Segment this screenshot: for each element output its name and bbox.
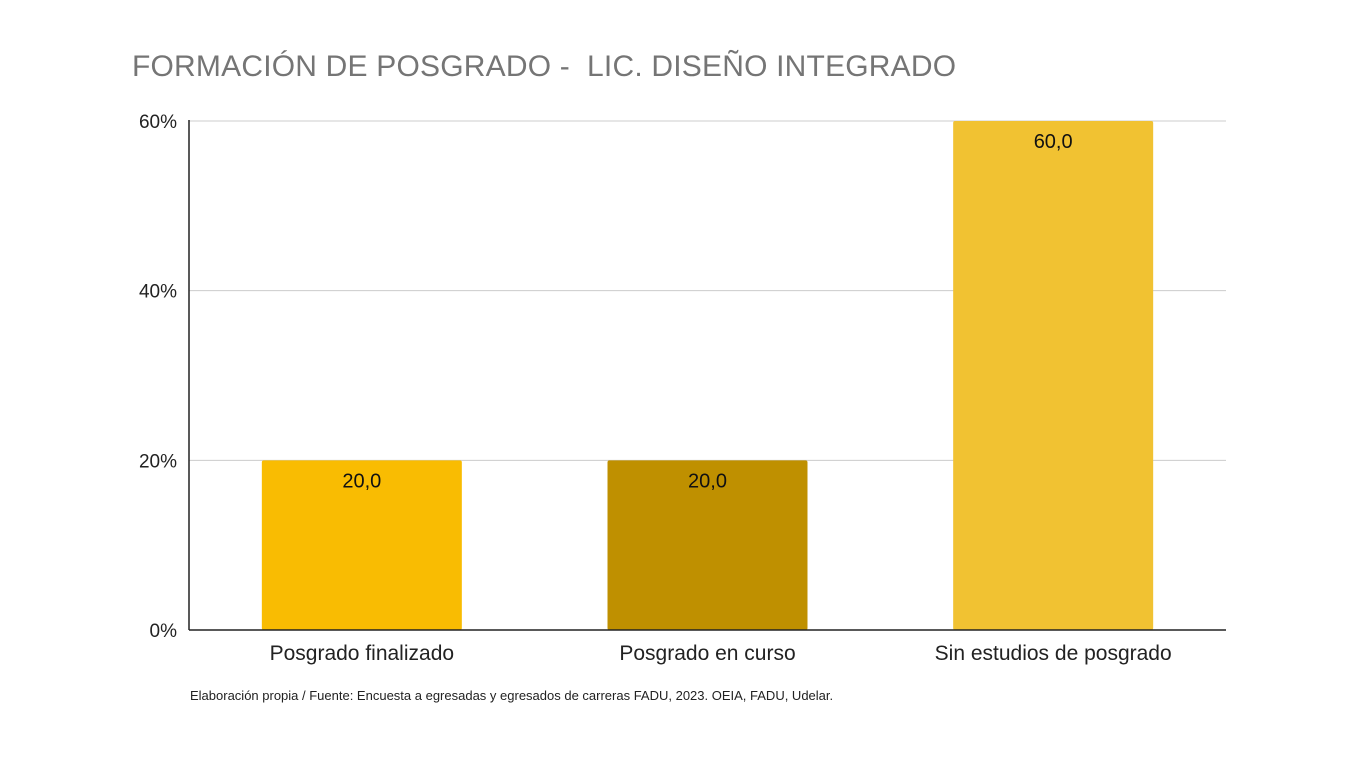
bars: [261, 121, 1154, 630]
labels: 0% 20% 40% 60% 20,0 Posgrado finalizado 20,0 Po…: [139, 112, 1172, 665]
x-tick-label: Sin estudios de posgrado: [935, 642, 1172, 665]
axes: [188, 120, 1226, 631]
x-tick-label: Posgrado finalizado: [270, 642, 454, 665]
y-tick-label: 60%: [139, 112, 177, 133]
x-tick-label: Posgrado en curso: [619, 642, 795, 665]
bar: [953, 121, 1154, 630]
chart-title: FORMACIÓN DE POSGRADO - LIC. DISEÑO INTE…: [132, 50, 957, 83]
y-tick-label: 40%: [139, 282, 177, 303]
bar: [261, 460, 462, 630]
bar: [607, 460, 808, 630]
y-tick-label: 0%: [150, 621, 178, 642]
source-note: Elaboración propia / Fuente: Encuesta a …: [190, 688, 834, 703]
data-label: 20,0: [342, 470, 381, 492]
y-tick-label: 20%: [139, 451, 177, 472]
data-label: 60,0: [1034, 131, 1073, 153]
data-label: 20,0: [688, 470, 727, 492]
